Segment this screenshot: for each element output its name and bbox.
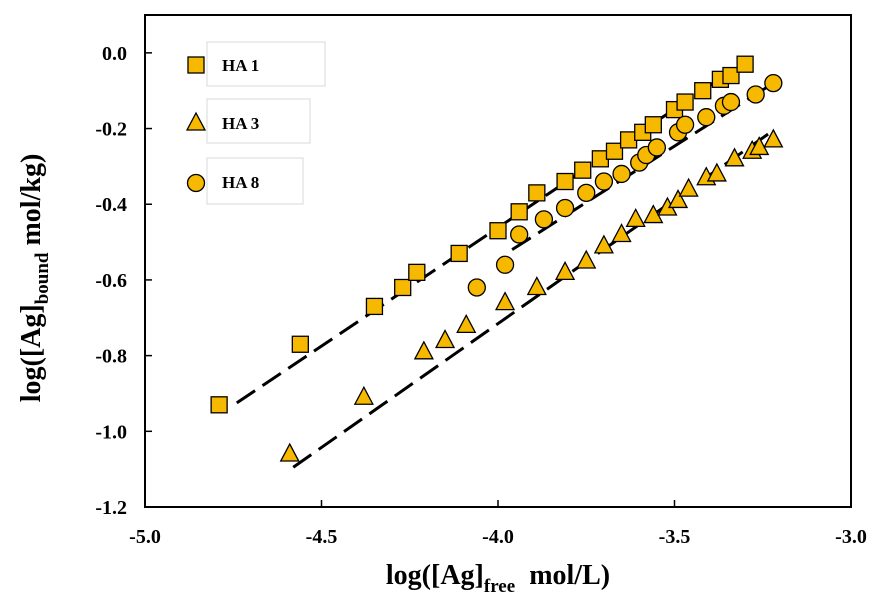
data-point-ha1 [365,297,384,316]
legend-box-ha3 [206,98,311,144]
data-point-ha8 [647,138,666,157]
data-point-ha3 [526,276,547,296]
data-point-ha8 [764,73,783,93]
legend-marker-ha8 [186,173,206,193]
data-point-ha1 [556,172,574,191]
legend-markers [185,56,207,193]
data-point-ha1 [694,82,712,100]
data-point-ha3 [434,329,456,349]
y-tick-label: -1.0 [95,421,127,443]
legend-label-ha8: HA 8 [222,173,259,192]
legend-label-ha3: HA 3 [222,114,259,133]
data-point-ha8 [612,164,631,184]
data-point-ha1 [722,66,740,85]
legend-label-ha1: HA 1 [222,56,259,75]
x-tick-label: -4.0 [482,526,514,548]
data-point-ha8 [510,225,529,244]
y-axis: -1.2 -1.0 -0.8 -0.6 -0.4 -0.2 0.0 [95,43,152,519]
x-axis: -5.0 -4.5 -4.0 -3.5 -3.0 [129,500,867,548]
data-point-ha8 [467,278,486,297]
data-point-ha8 [746,85,765,104]
data-point-ha3 [576,249,597,269]
data-point-ha3 [667,189,689,209]
data-markers [210,55,784,462]
data-point-ha3 [353,385,374,405]
legend: HA 1 HA 3 HA 8 [185,41,326,205]
y-axis-title: log([Ag]bound mol/kg) [16,154,53,403]
data-point-ha1 [291,335,309,353]
data-point-ha3 [593,234,614,254]
data-point-ha1 [408,263,426,282]
data-point-ha3 [456,313,477,333]
data-point-ha3 [279,442,300,462]
data-point-ha8 [555,198,575,218]
data-point-ha3 [643,204,664,224]
data-point-ha8 [721,92,741,112]
data-point-ha8 [697,108,716,127]
x-tick-label: -3.5 [659,526,691,548]
y-tick-label: -0.4 [95,194,127,216]
legend-marker-ha3 [185,111,207,131]
legend-box-ha8 [206,157,304,205]
data-point-ha3 [706,162,727,182]
data-point-ha1 [450,244,468,263]
fit-line-ha1 [235,72,729,405]
data-point-ha3 [494,291,516,311]
data-point-ha8 [577,183,596,203]
data-point-ha1 [510,203,528,221]
data-point-ha3 [611,223,632,243]
x-tick-label: -3.0 [835,526,867,548]
legend-marker-ha1 [187,56,205,74]
data-point-ha3 [625,207,646,228]
y-tick-label: 0.0 [102,43,127,65]
data-point-ha1 [644,116,662,134]
data-point-ha8 [534,210,554,229]
y-tick-label: -0.6 [95,270,127,292]
y-tick-label: -0.8 [95,346,127,368]
data-point-ha8 [495,255,515,274]
data-point-ha3 [554,260,576,281]
y-tick-label: -0.2 [95,119,127,141]
data-point-ha8 [675,115,695,134]
data-point-ha1 [574,161,592,179]
legend-box-ha1 [206,41,326,87]
data-point-ha1 [210,396,228,414]
data-point-ha1 [676,93,694,111]
fit-line-ha3 [292,129,775,469]
x-tick-label: -5.0 [129,526,161,548]
data-point-ha3 [724,147,745,167]
data-point-ha3 [413,340,434,360]
data-point-ha1 [394,278,412,297]
x-tick-label: -4.5 [306,526,338,548]
data-point-ha1 [736,55,754,73]
data-point-ha1 [489,222,507,240]
data-point-ha8 [594,172,614,191]
data-point-ha3 [678,177,699,197]
data-point-ha1 [528,184,546,202]
y-tick-label: -1.2 [95,497,127,519]
x-axis-title: log([Ag]free mol/L) [386,560,610,594]
data-point-ha3 [763,128,784,148]
data-point-ha3 [749,136,770,156]
data-point-ha1 [605,142,624,160]
